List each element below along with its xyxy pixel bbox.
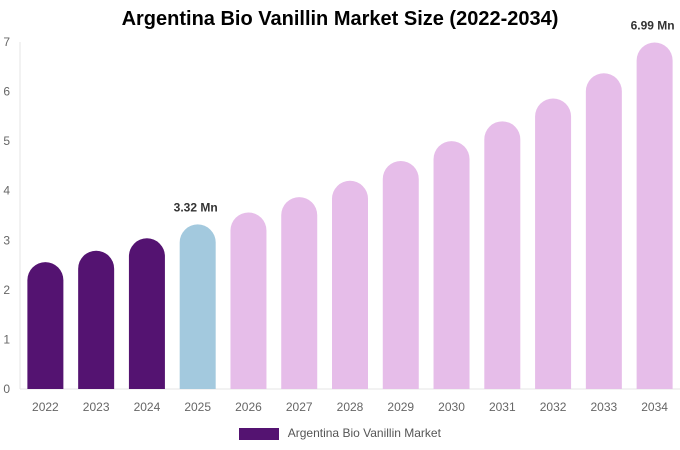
x-tick-label: 2028 [337, 400, 364, 414]
bar-2027[interactable] [281, 197, 318, 389]
bar-2029[interactable] [382, 160, 419, 389]
bar-2030[interactable] [433, 141, 470, 389]
y-tick-label: 7 [3, 35, 10, 49]
bar-2032[interactable] [535, 98, 572, 390]
x-tick-label: 2022 [32, 400, 59, 414]
y-tick-label: 6 [3, 85, 10, 99]
x-tick-label: 2029 [387, 400, 414, 414]
bar-2026[interactable] [230, 212, 267, 389]
chart-title: Argentina Bio Vanillin Market Size (2022… [121, 8, 559, 30]
bar-2024[interactable] [128, 238, 165, 389]
bar-2025[interactable] [179, 224, 216, 389]
bar-2033[interactable] [585, 73, 622, 389]
x-tick-label: 2034 [641, 400, 668, 414]
legend-label: Argentina Bio Vanillin Market [287, 426, 441, 440]
x-tick-label: 2033 [590, 400, 617, 414]
bars [27, 42, 673, 390]
y-tick-label: 1 [3, 332, 10, 346]
bar-2028[interactable] [332, 180, 368, 389]
y-tick-label: 5 [3, 134, 10, 148]
x-tick-label: 2026 [235, 400, 262, 414]
bar-2023[interactable] [78, 250, 115, 389]
x-tick-label: 2030 [438, 400, 465, 414]
bar-2034[interactable] [636, 42, 673, 389]
x-tick-label: 2031 [489, 400, 516, 414]
x-tick-label: 2024 [134, 400, 161, 414]
y-tick-label: 0 [3, 382, 10, 396]
x-tick-label: 2027 [286, 400, 313, 414]
bar-2031[interactable] [484, 121, 521, 390]
legend[interactable]: Argentina Bio Vanillin Market [0, 426, 680, 440]
y-tick-label: 3 [3, 233, 10, 247]
labels: 2022 2023 2024 2025 2026 2027 2028 2029 2030 2031… [32, 18, 675, 414]
data-label: 3.32 Mn [174, 200, 218, 214]
x-tick-label: 2025 [184, 400, 211, 414]
data-label: 6.99 Mn [631, 18, 675, 32]
legend-swatch [239, 427, 280, 440]
bar-2022[interactable] [27, 262, 64, 389]
y-tick-label: 2 [3, 283, 10, 297]
y-tick-label: 4 [3, 184, 10, 198]
x-tick-label: 2023 [83, 400, 110, 414]
x-tick-label: 2032 [540, 400, 567, 414]
